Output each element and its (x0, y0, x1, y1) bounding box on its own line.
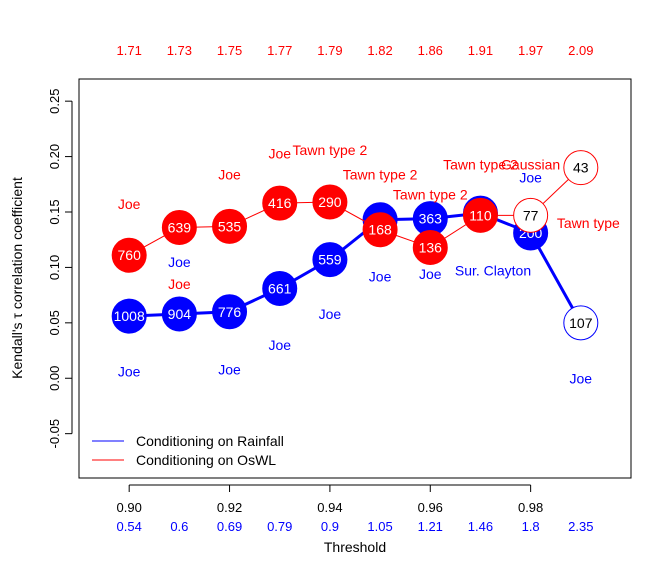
copula-label: Joe (319, 306, 342, 322)
y-tick-label: -0.05 (47, 419, 62, 449)
sample-size-label: 43 (573, 160, 589, 176)
copula-label: Joe (268, 145, 291, 161)
copula-label: Joe (218, 166, 241, 182)
copula-label: Joe (268, 337, 291, 353)
copula-label: Joe (168, 254, 191, 270)
data-point (462, 197, 498, 233)
sample-size-label: 559 (318, 252, 342, 268)
sample-size-label: 661 (268, 280, 292, 296)
rainfall-threshold-label: 1.05 (367, 519, 392, 534)
y-tick-label: 0.05 (47, 310, 62, 335)
y-tick-label: 0.20 (47, 144, 62, 169)
copula-label: Joe (419, 266, 442, 282)
y-axis: -0.05 0.00 0.05 0.10 0.15 0.20 0.25 (47, 89, 73, 449)
copula-label: Tawn type (557, 215, 620, 231)
oswl-threshold-label: 1.86 (418, 43, 443, 58)
y-tick-label: 0.25 (47, 89, 62, 114)
data-point (412, 229, 448, 265)
rainfall-threshold-label: 1.21 (418, 519, 443, 534)
oswl-threshold-label: 1.82 (367, 43, 392, 58)
copula-label: Sur. Clayton (455, 263, 531, 279)
legend: Conditioning on Rainfall Conditioning on … (92, 433, 284, 468)
data-point (513, 197, 549, 233)
copula-label: Joe (118, 364, 141, 380)
oswl-threshold-label: 1.97 (518, 43, 543, 58)
sample-size-label: 760 (118, 247, 142, 263)
top-axis: 1.71 1.73 1.75 1.77 1.79 1.82 1.86 1.91 1.97 2.09 (117, 43, 594, 58)
x-axis-title: Threshold (324, 539, 386, 555)
sample-size-label: 904 (168, 306, 192, 322)
data-point (161, 296, 197, 332)
rainfall-threshold-label: 1.46 (468, 519, 493, 534)
sample-size-label: 168 (368, 222, 392, 238)
copula-label: Tawn type 2 (393, 186, 468, 202)
sample-size-label: 110 (469, 207, 492, 223)
data-point (262, 185, 298, 221)
oswl-threshold-label: 1.71 (117, 43, 142, 58)
sample-size-label: 535 (218, 218, 242, 234)
rainfall-threshold-label: 0.69 (217, 519, 242, 534)
rainfall-threshold-label: 2.35 (568, 519, 593, 534)
copula-label: Joe (519, 170, 542, 186)
legend-label: Conditioning on Rainfall (136, 433, 284, 449)
copula-label: Joe (218, 361, 241, 377)
copula-label: Tawn type 2 (293, 142, 368, 158)
copula-label: Joe (369, 268, 392, 284)
x-tick-label: 0.96 (418, 500, 443, 515)
x-tick-label: 0.94 (317, 500, 342, 515)
sample-size-label: 290 (318, 194, 342, 210)
y-tick-label: 0.10 (47, 255, 62, 280)
oswl-threshold-label: 1.77 (267, 43, 292, 58)
sample-size-label: 1008 (114, 308, 145, 324)
sample-size-label: 136 (419, 239, 443, 255)
copula-label: Joe (118, 196, 141, 212)
oswl-threshold-label: 1.73 (167, 43, 192, 58)
series-line (128, 167, 582, 256)
data-point (212, 294, 248, 330)
data-point (563, 150, 599, 186)
x-tick-label: 0.92 (217, 500, 242, 515)
y-tick-label: 0.15 (47, 199, 62, 224)
sample-size-label: 363 (419, 211, 443, 227)
sample-size-label: 77 (523, 207, 539, 223)
copula-label: Joe (570, 370, 593, 386)
rainfall-threshold-label: 0.54 (117, 519, 142, 534)
data-point (161, 210, 197, 246)
y-axis-title: Kendall's τ correlation coefficient (9, 177, 25, 379)
data-point (111, 237, 147, 273)
y-tick-label: 0.00 (47, 366, 62, 391)
oswl-threshold-label: 1.91 (468, 43, 493, 58)
data-point (563, 305, 599, 341)
x-tick-label: 0.98 (518, 500, 543, 515)
copula-label: Joe (168, 276, 191, 292)
x-tick-label: 0.90 (117, 500, 142, 515)
sample-size-label: 639 (168, 220, 192, 236)
data-point (312, 184, 348, 220)
copula-label: Gaussian (501, 156, 560, 172)
copula-label: Tawn type 2 (443, 156, 518, 172)
plot-frame (78, 78, 632, 479)
data-point (262, 270, 298, 306)
rainfall-threshold-label: 1.8 (522, 519, 540, 534)
data-point (312, 242, 348, 278)
data-point (362, 212, 398, 248)
oswl-threshold-label: 1.75 (217, 43, 242, 58)
rainfall-threshold-label: 0.6 (170, 519, 188, 534)
series-layer: Joe Joe Joe Joe Joe Joe Joe Sur. Clayton Joe Joe 1… (111, 142, 620, 386)
copula-label: Tawn type 2 (343, 166, 418, 182)
legend-label: Conditioning on OsWL (136, 452, 276, 468)
sample-size-label: 416 (268, 195, 292, 211)
oswl-threshold-label: 1.79 (317, 43, 342, 58)
x-axis: 0.90 0.92 0.94 0.96 0.98 0.54 0.6 0.69 0.79 0.9 1.… (117, 484, 593, 534)
data-point (212, 208, 248, 244)
sample-size-label: 776 (218, 304, 242, 320)
rainfall-threshold-label: 0.79 (267, 519, 292, 534)
rainfall-threshold-label: 0.9 (321, 519, 339, 534)
oswl-threshold-label: 2.09 (568, 43, 593, 58)
data-point (111, 298, 147, 334)
sample-size-label: 107 (569, 315, 593, 331)
series-line (129, 211, 583, 324)
